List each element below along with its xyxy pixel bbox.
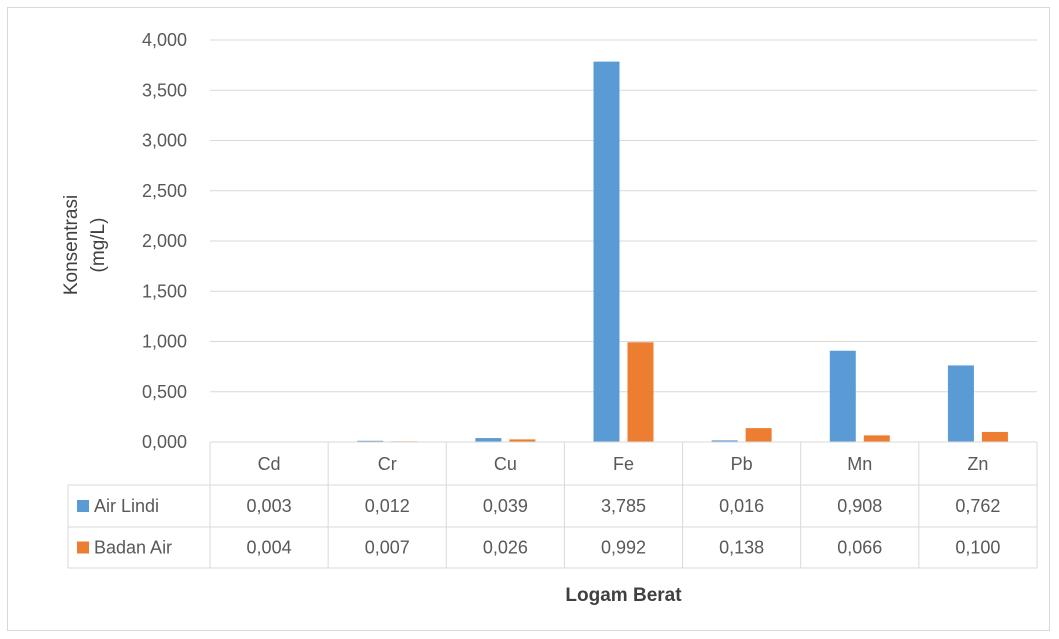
y-tick-label: 3,000 [142, 131, 187, 151]
bar-badan-air-cu [509, 439, 536, 442]
table-cell-value: 0,016 [719, 496, 764, 516]
bar-badan-air-pb [745, 428, 772, 442]
y-tick-label: 4,000 [142, 30, 187, 50]
legend-label: Badan Air [94, 538, 172, 558]
bar-air-lindi-mn [829, 350, 856, 442]
legend-swatch [77, 500, 89, 512]
legend-swatch [77, 541, 89, 554]
y-tick-label: 0,500 [142, 382, 187, 402]
data-table: Cd Cr Cu Fe Pb Mn Zn Air Lindi 0,003 0,012 0,039 3,… [67, 441, 1038, 569]
x-tick-label: Zn [967, 454, 988, 474]
table-cell-value: 0,908 [837, 496, 882, 516]
table-cell-value: 0,138 [719, 538, 764, 558]
y-tick-label: 1,500 [142, 281, 187, 301]
table-cell-value: 0,762 [955, 496, 1000, 516]
y-axis-label-line2: (mg/L) [88, 218, 109, 273]
table-cell-value: 0,039 [483, 496, 528, 516]
bar-air-lindi-pb [711, 440, 738, 442]
y-tick-label: 1,000 [142, 332, 187, 352]
table-cell-value: 0,007 [365, 538, 410, 558]
table-cell-value: 3,785 [601, 496, 646, 516]
x-tick-label: Mn [847, 454, 872, 474]
bars [239, 61, 1008, 443]
y-tick-label: 0,000 [142, 432, 187, 452]
gridlines [210, 39, 1037, 443]
y-tick-label: 3,500 [142, 80, 187, 100]
table-cell-value: 0,003 [247, 496, 292, 516]
bar-badan-air-zn [981, 431, 1008, 442]
x-tick-label: Fe [613, 454, 634, 474]
bar-air-lindi-cu [475, 438, 502, 442]
table-cell-value: 0,100 [955, 538, 1000, 558]
y-tick-label: 2,500 [142, 181, 187, 201]
bar-badan-air-fe [627, 342, 654, 442]
y-tick-label: 2,000 [142, 231, 187, 251]
x-axis-label: Logam Berat [565, 585, 682, 606]
bar-badan-air-mn [863, 435, 890, 442]
table-cell-value: 0,026 [483, 538, 528, 558]
table-cell-value: 0,066 [837, 538, 882, 558]
table-cell-value: 0,992 [601, 538, 646, 558]
y-axis-label-line1: Konsentrasi [61, 195, 82, 295]
x-tick-label: Cr [378, 454, 397, 474]
legend-label: Air Lindi [94, 496, 159, 516]
table-cell-value: 0,012 [365, 496, 410, 516]
table-cell-value: 0,004 [247, 538, 292, 558]
y-tick-labels: 0,000 0,500 1,000 1,500 2,000 2,500 3,000 3,500… [142, 30, 187, 452]
bar-air-lindi-zn [947, 365, 974, 442]
x-tick-label: Cu [494, 454, 517, 474]
bar-air-lindi-fe [593, 61, 620, 443]
bar-air-lindi-cr [357, 440, 384, 442]
x-tick-label: Cd [258, 454, 281, 474]
x-tick-label: Pb [731, 454, 753, 474]
